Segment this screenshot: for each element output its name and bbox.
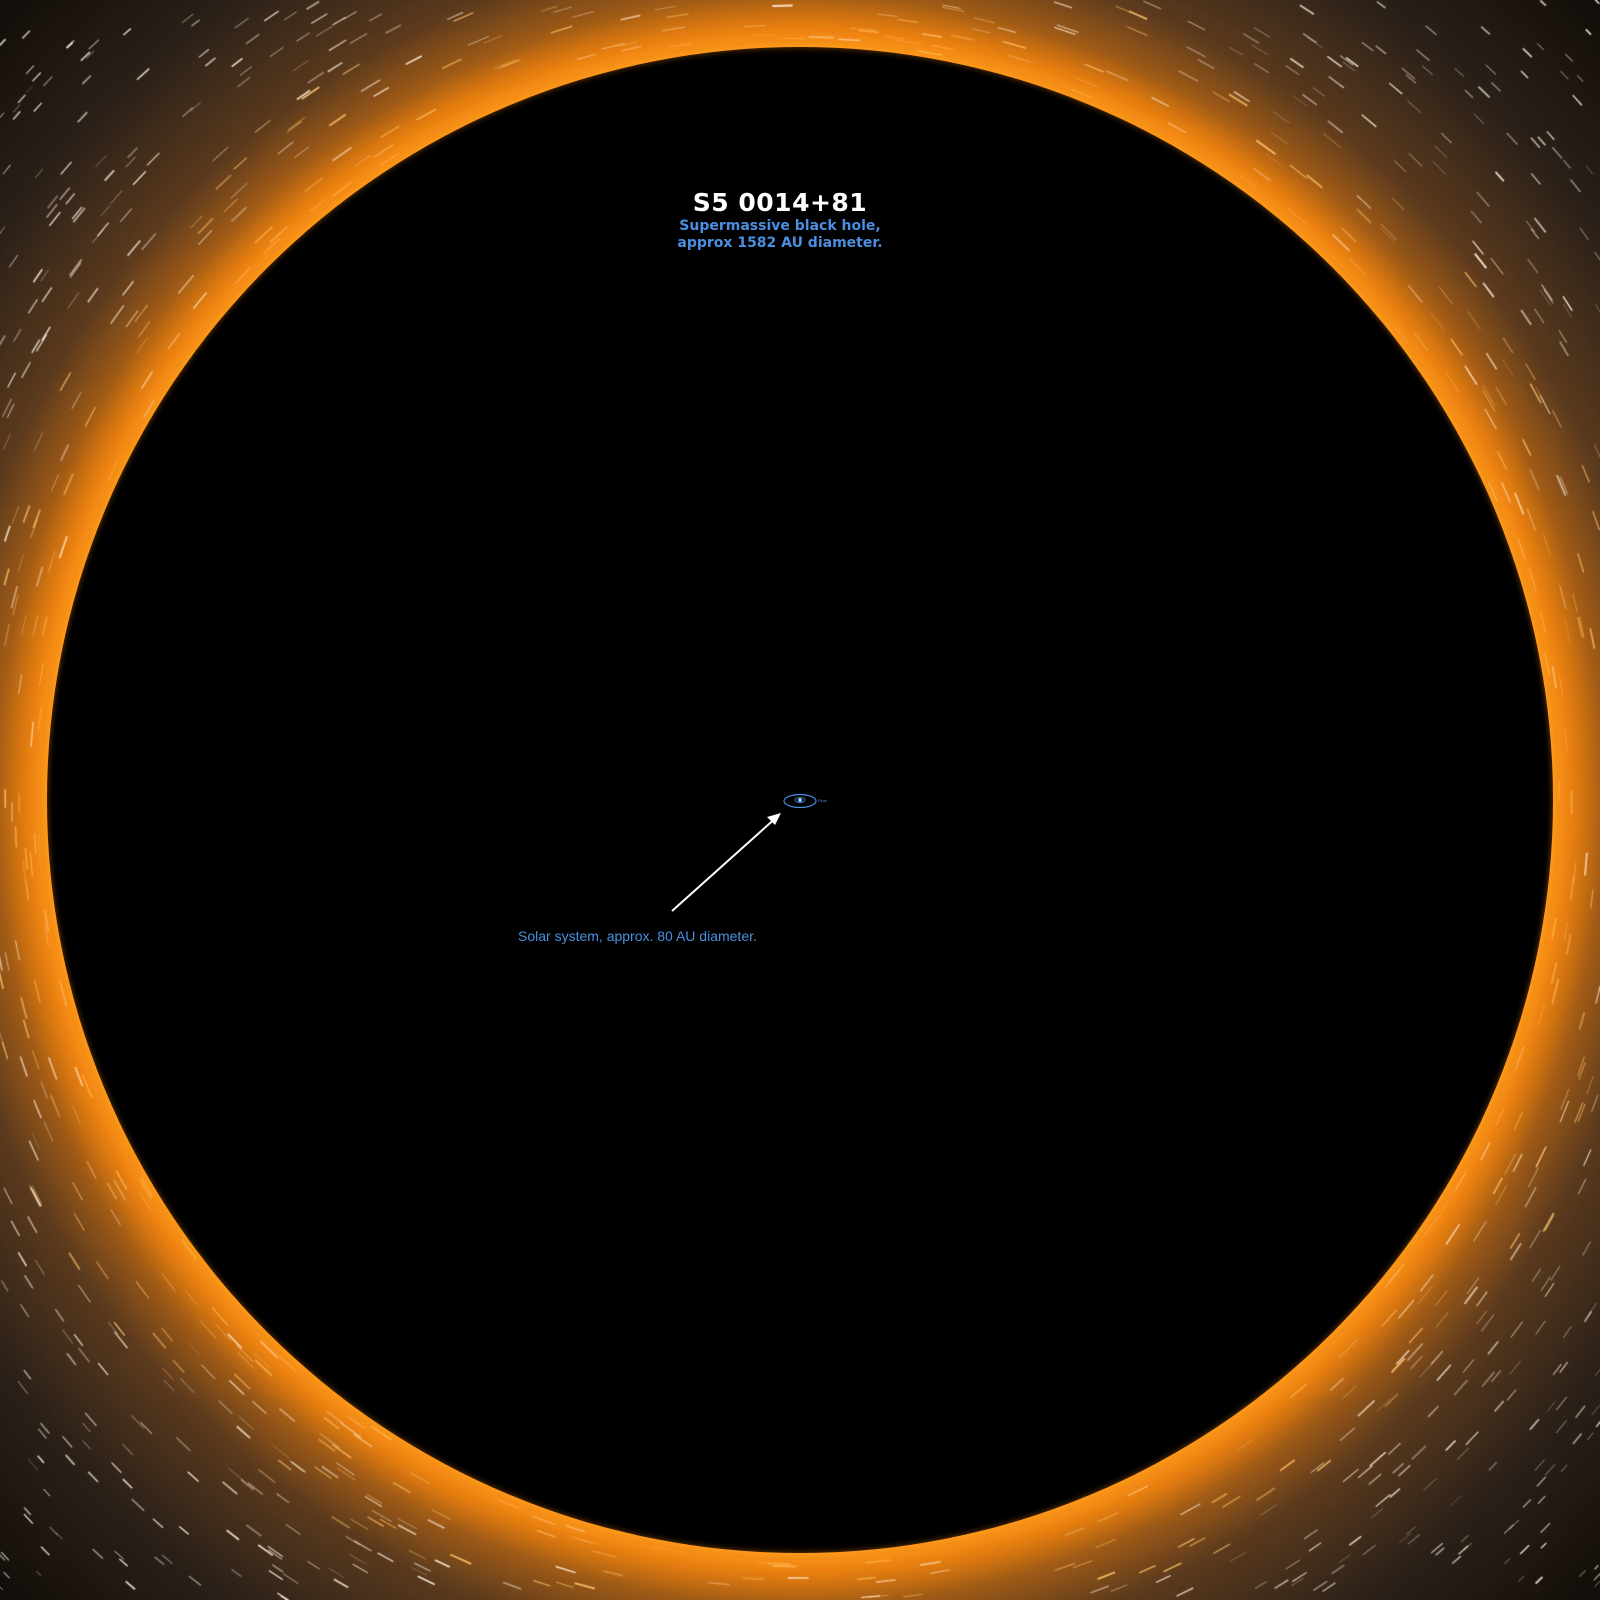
solar-system-label: Solar system, approx. 80 AU diameter. bbox=[518, 928, 757, 944]
subtitle-line-2: approx 1582 AU diameter. bbox=[677, 235, 883, 251]
page-title: S5 0014+81 bbox=[692, 188, 868, 217]
subtitle-line-1: Supermassive black hole, bbox=[679, 218, 881, 234]
event-horizon bbox=[47, 47, 1553, 1553]
title-block: S5 0014+81 Supermassive black hole, appr… bbox=[580, 188, 980, 252]
